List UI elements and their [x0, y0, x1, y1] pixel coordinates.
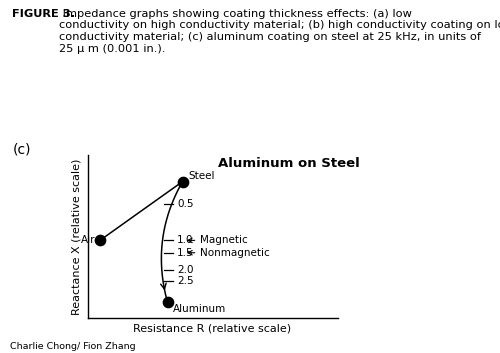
- Point: [164, 299, 172, 305]
- X-axis label: Resistance R (relative scale): Resistance R (relative scale): [134, 323, 292, 333]
- Text: Charlie Chong/ Fion Zhang: Charlie Chong/ Fion Zhang: [10, 342, 136, 351]
- Text: 2.5: 2.5: [177, 276, 194, 286]
- Point: [96, 238, 104, 243]
- Text: FIGURE 3.: FIGURE 3.: [12, 9, 76, 19]
- Text: Aluminum: Aluminum: [172, 304, 226, 314]
- Text: Steel: Steel: [189, 171, 215, 181]
- Point: [178, 179, 186, 184]
- Text: Air: Air: [80, 235, 95, 245]
- Y-axis label: Reactance X (relative scale): Reactance X (relative scale): [72, 158, 82, 315]
- Text: Aluminum on Steel: Aluminum on Steel: [218, 157, 359, 170]
- Text: 0.5: 0.5: [177, 199, 194, 209]
- Text: Magnetic: Magnetic: [200, 235, 248, 245]
- Text: Nonmagnetic: Nonmagnetic: [200, 248, 270, 258]
- Text: 2.0: 2.0: [177, 265, 194, 275]
- Text: 1.0: 1.0: [177, 235, 194, 245]
- Text: 1.5: 1.5: [177, 248, 194, 258]
- Text: Impedance graphs showing coating thickness effects: (a) low
conductivity on high: Impedance graphs showing coating thickne…: [59, 9, 500, 54]
- Text: (c): (c): [12, 142, 31, 156]
